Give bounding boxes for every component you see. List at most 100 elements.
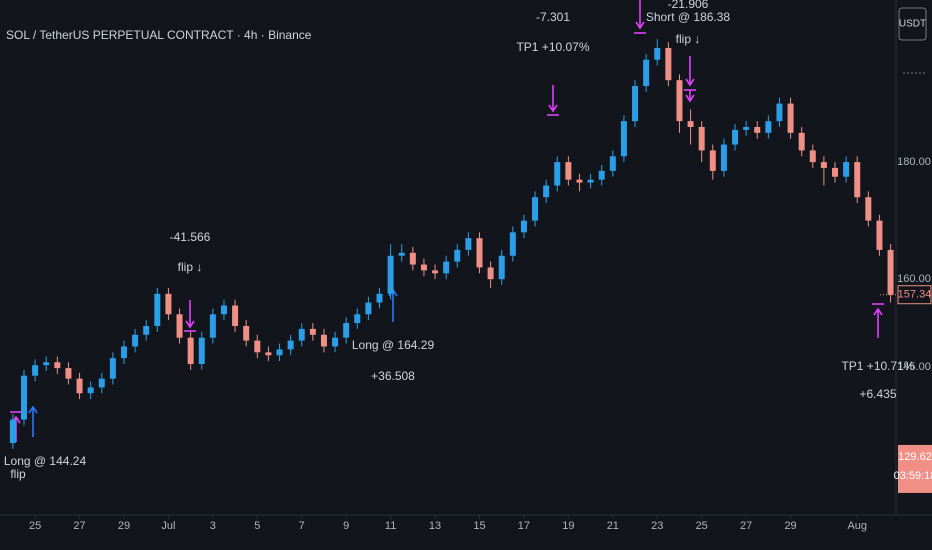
x-tick-label: 9 bbox=[343, 520, 349, 532]
candle-body bbox=[409, 252, 416, 265]
candle-body bbox=[832, 167, 839, 177]
arrow-down bbox=[634, 0, 646, 34]
candle-body bbox=[376, 293, 383, 303]
candles bbox=[9, 39, 894, 449]
candle-body bbox=[543, 185, 550, 198]
candle-body bbox=[209, 314, 216, 338]
candle-body bbox=[298, 328, 305, 341]
candle-body bbox=[587, 179, 594, 183]
trade-annotation: -41.566 bbox=[170, 230, 211, 244]
candle-body bbox=[165, 293, 172, 315]
x-tick-label: Aug bbox=[847, 520, 867, 532]
candle-body bbox=[787, 103, 794, 133]
candle-body bbox=[254, 340, 261, 353]
candle-body bbox=[732, 129, 739, 145]
candle-body bbox=[443, 261, 450, 274]
trade-annotation: +36.508 bbox=[371, 369, 415, 383]
trade-annotation: Short @ 186.38 bbox=[646, 10, 731, 24]
candle-body bbox=[420, 264, 427, 271]
x-tick-label: 25 bbox=[29, 520, 41, 532]
candle-body bbox=[232, 305, 239, 326]
candle-body bbox=[20, 375, 27, 420]
candle-body bbox=[243, 325, 250, 341]
trade-annotation: -7.301 bbox=[536, 10, 570, 24]
candle-body bbox=[198, 337, 205, 365]
candle-body bbox=[76, 378, 83, 394]
arrow-up bbox=[872, 303, 884, 338]
arrow-down bbox=[684, 56, 696, 103]
candle-body bbox=[620, 121, 627, 157]
trade-annotation: +6.435 bbox=[859, 387, 896, 401]
arrow-down bbox=[547, 85, 559, 116]
candle-body bbox=[365, 302, 372, 315]
x-tick-label: 27 bbox=[73, 520, 85, 532]
currency-label: USDT bbox=[899, 19, 926, 30]
x-tick-label: 13 bbox=[429, 520, 441, 532]
trade-annotation: -21.906 bbox=[668, 0, 709, 11]
trade-annotation: Long @ 144.24 bbox=[4, 454, 87, 468]
candle-body bbox=[709, 150, 716, 171]
candle-body bbox=[676, 80, 683, 122]
candle-body bbox=[87, 387, 94, 394]
candle-body bbox=[143, 325, 150, 335]
candle-body bbox=[887, 249, 894, 295]
candle-body bbox=[654, 47, 661, 60]
candle-body bbox=[309, 328, 316, 335]
trade-annotation: TP1 +10.71% bbox=[841, 359, 914, 373]
candle-body bbox=[698, 126, 705, 151]
trade-annotation: Long @ 164.29 bbox=[352, 338, 435, 352]
candle-body bbox=[598, 170, 605, 180]
candle-body bbox=[465, 238, 472, 250]
y-tick-label: 145.00 bbox=[897, 361, 931, 373]
cursor-price-label: 129.62 bbox=[898, 451, 932, 463]
candle-body bbox=[798, 132, 805, 151]
candle-body bbox=[509, 232, 516, 256]
candle-body bbox=[776, 103, 783, 122]
chart-title: SOL / TetherUS PERPETUAL CONTRACT · 4h ·… bbox=[6, 28, 312, 42]
candle-body bbox=[98, 378, 105, 388]
x-tick-label: Jul bbox=[161, 520, 175, 532]
candle-body bbox=[643, 59, 650, 87]
candle-body bbox=[687, 121, 694, 127]
candle-body bbox=[454, 249, 461, 262]
currency-box[interactable] bbox=[898, 7, 927, 41]
candle-body bbox=[398, 252, 405, 256]
candle-body bbox=[187, 337, 194, 365]
candle-body bbox=[809, 150, 816, 163]
x-tick-label: 3 bbox=[210, 520, 216, 532]
candle-body bbox=[865, 197, 872, 221]
candle-body bbox=[9, 419, 16, 444]
x-tick-label: 29 bbox=[118, 520, 130, 532]
candle-body bbox=[276, 349, 283, 356]
x-tick-label: 21 bbox=[607, 520, 619, 532]
x-tick-label: 19 bbox=[562, 520, 574, 532]
candle-body bbox=[320, 334, 327, 347]
candle-body bbox=[532, 197, 539, 221]
y-tick-label: 160.00 bbox=[897, 273, 931, 285]
candle-body bbox=[520, 220, 527, 233]
countdown-label: 03:59:18 bbox=[894, 470, 932, 482]
candle-body bbox=[354, 314, 361, 324]
candle-body bbox=[32, 365, 39, 376]
y-tick-label: 180.00 bbox=[897, 156, 931, 168]
candle-body bbox=[820, 162, 827, 168]
trade-annotation: flip bbox=[10, 467, 26, 481]
trade-annotation: TP1 +10.07% bbox=[516, 40, 589, 54]
x-tick-label: 23 bbox=[651, 520, 663, 532]
cursor-price-box bbox=[898, 444, 932, 493]
candle-body bbox=[632, 86, 639, 122]
candle-body bbox=[720, 144, 727, 171]
candle-body bbox=[743, 126, 750, 130]
last-price-box bbox=[897, 285, 932, 305]
candle-body bbox=[220, 305, 227, 315]
candle-body bbox=[487, 267, 494, 280]
x-tick-label: 29 bbox=[784, 520, 796, 532]
candle-body bbox=[343, 323, 350, 338]
arrow-down bbox=[184, 300, 196, 332]
candle-body bbox=[609, 156, 616, 171]
candle-body bbox=[120, 346, 127, 359]
x-tick-label: 27 bbox=[740, 520, 752, 532]
x-tick-label: 25 bbox=[696, 520, 708, 532]
